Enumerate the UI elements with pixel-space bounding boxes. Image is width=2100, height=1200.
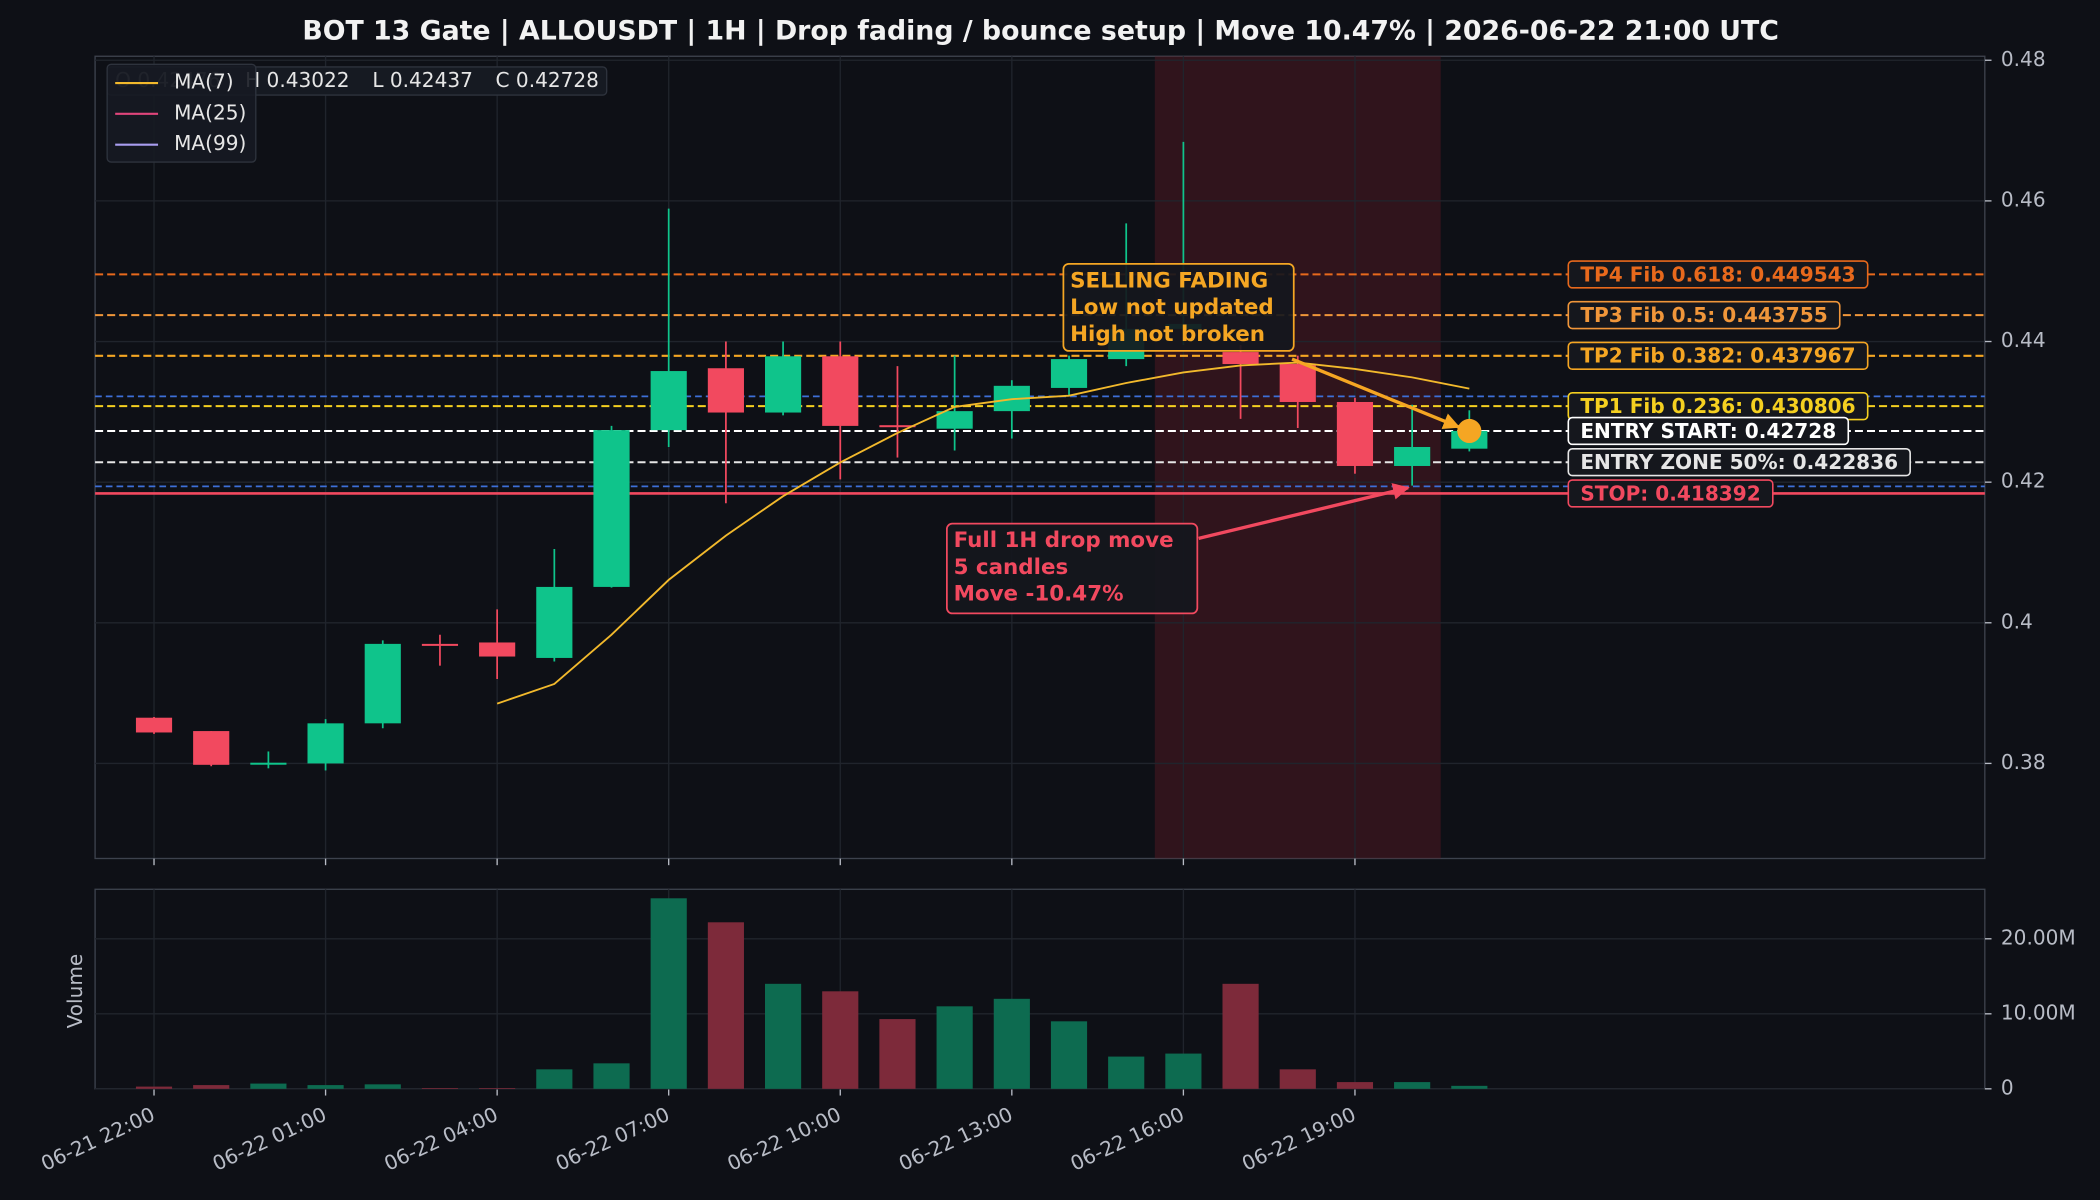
level-label-text: ENTRY START: 0.42728 xyxy=(1580,419,1836,443)
volume-bar xyxy=(1222,983,1259,1089)
level-label: TP1 Fib 0.236: 0.430806 xyxy=(1567,391,1869,421)
volume-bar xyxy=(1336,1082,1374,1089)
volume-bar xyxy=(879,1019,916,1089)
level-label-box xyxy=(1567,416,1850,446)
volume-bar xyxy=(1394,1082,1431,1089)
y-tick-label: 0.48 xyxy=(2001,47,2046,71)
candle-body xyxy=(593,430,630,587)
volume-bar xyxy=(593,1063,630,1089)
candle-body xyxy=(135,717,173,733)
annotation-box xyxy=(946,522,1199,615)
level-label: STOP: 0.418392 xyxy=(1567,479,1774,508)
last-close-marker xyxy=(1457,418,1482,444)
level-label-text: TP4 Fib 0.618: 0.449543 xyxy=(1580,262,1855,286)
y-tick-label: 20.00M xyxy=(2001,925,2076,949)
volume-bar xyxy=(250,1083,287,1089)
candle-body xyxy=(1394,446,1431,466)
highlight-zone xyxy=(1154,56,1441,859)
legend-box xyxy=(106,63,257,163)
volume-bar xyxy=(936,1006,973,1089)
annotation-text: Move -10.47% xyxy=(954,582,1124,607)
volume-bar xyxy=(1279,1069,1316,1089)
annotation-text: Low not updated xyxy=(1070,295,1274,320)
volume-bar xyxy=(707,922,744,1089)
legend-label: MA(25) xyxy=(174,100,246,124)
candle-body xyxy=(536,586,573,658)
volume-bar xyxy=(993,998,1030,1089)
candle-body xyxy=(707,368,744,413)
volume-bar xyxy=(1451,1085,1488,1089)
candle-body xyxy=(765,356,802,413)
legend-label: MA(99) xyxy=(174,131,246,155)
y-tick-label: 0.44 xyxy=(2001,328,2046,352)
volume-bar xyxy=(193,1085,230,1089)
volume-bar xyxy=(822,991,859,1089)
candle-body xyxy=(421,643,459,646)
volume-panel xyxy=(94,888,1986,1090)
candle-body xyxy=(936,411,973,429)
volume-bar xyxy=(765,983,802,1089)
level-label: TP4 Fib 0.618: 0.449543 xyxy=(1567,260,1869,289)
candle-body xyxy=(307,723,344,764)
volume-bar xyxy=(135,1086,173,1089)
candle-body xyxy=(1050,359,1088,388)
volume-bar xyxy=(364,1084,401,1089)
ohlc-label: H 0.43022 xyxy=(245,68,350,92)
candle-body xyxy=(364,643,401,724)
level-label-box xyxy=(1567,479,1774,508)
level-label-text: STOP: 0.418392 xyxy=(1580,481,1760,505)
chart-title: BOT 13 Gate | ALLOUSDT | 1H | Drop fadin… xyxy=(302,16,1779,47)
candle-body xyxy=(193,731,230,765)
candle-body xyxy=(250,762,287,765)
volume-bar xyxy=(479,1088,516,1089)
y-tick-label: 0.42 xyxy=(2001,469,2046,493)
annotation-text: SELLING FADING xyxy=(1070,268,1268,293)
level-label-box xyxy=(1567,260,1869,289)
y-tick-label: 0 xyxy=(2001,1075,2014,1099)
annotation-text: Full 1H drop move xyxy=(954,528,1174,553)
candle-body xyxy=(479,642,516,657)
annotation-arrow xyxy=(1198,483,1410,541)
volume-bar xyxy=(650,898,687,1089)
level-label: ENTRY START: 0.42728 xyxy=(1567,416,1850,446)
y-tick-label: 0.46 xyxy=(2001,187,2046,211)
y-axis-label: Volume xyxy=(63,954,87,1029)
level-label-box xyxy=(1567,300,1841,330)
volume-bar xyxy=(307,1085,344,1089)
y-tick-label: 0.38 xyxy=(2001,750,2046,774)
level-label: TP2 Fib 0.382: 0.437967 xyxy=(1567,341,1869,371)
candle-body xyxy=(1336,401,1374,466)
legend-label: MA(7) xyxy=(174,70,234,94)
volume-bar xyxy=(421,1088,459,1089)
level-label-text: TP2 Fib 0.382: 0.437967 xyxy=(1580,344,1855,368)
volume-bar xyxy=(1108,1056,1145,1089)
level-label-box xyxy=(1567,341,1869,371)
annotation-text: High not broken xyxy=(1070,322,1265,347)
level-label: TP3 Fib 0.5: 0.443755 xyxy=(1567,300,1841,330)
ohlc-label: C 0.42728 xyxy=(496,68,599,92)
candle-body xyxy=(1222,352,1259,365)
volume-bar xyxy=(1050,1021,1088,1089)
level-label: ENTRY ZONE 50%: 0.422836 xyxy=(1567,448,1911,477)
annotation-text: 5 candles xyxy=(954,555,1069,580)
level-label-text: TP3 Fib 0.5: 0.443755 xyxy=(1580,303,1827,327)
level-label-box xyxy=(1567,448,1911,477)
annotation-arrow xyxy=(1291,357,1461,430)
volume-bar xyxy=(1165,1053,1202,1089)
candle-body xyxy=(1279,364,1316,402)
candle-body xyxy=(650,371,687,431)
ohlc-label: L 0.42437 xyxy=(372,68,473,92)
y-tick-label: 10.00M xyxy=(2001,1000,2076,1024)
y-tick-label: 0.4 xyxy=(2001,609,2033,633)
volume-bar xyxy=(536,1069,573,1089)
candle-body xyxy=(822,356,859,426)
annotation-box xyxy=(1062,262,1295,352)
candle-body xyxy=(879,425,916,428)
level-label-text: ENTRY ZONE 50%: 0.422836 xyxy=(1580,450,1898,474)
level-label-text: TP1 Fib 0.236: 0.430806 xyxy=(1580,394,1855,418)
